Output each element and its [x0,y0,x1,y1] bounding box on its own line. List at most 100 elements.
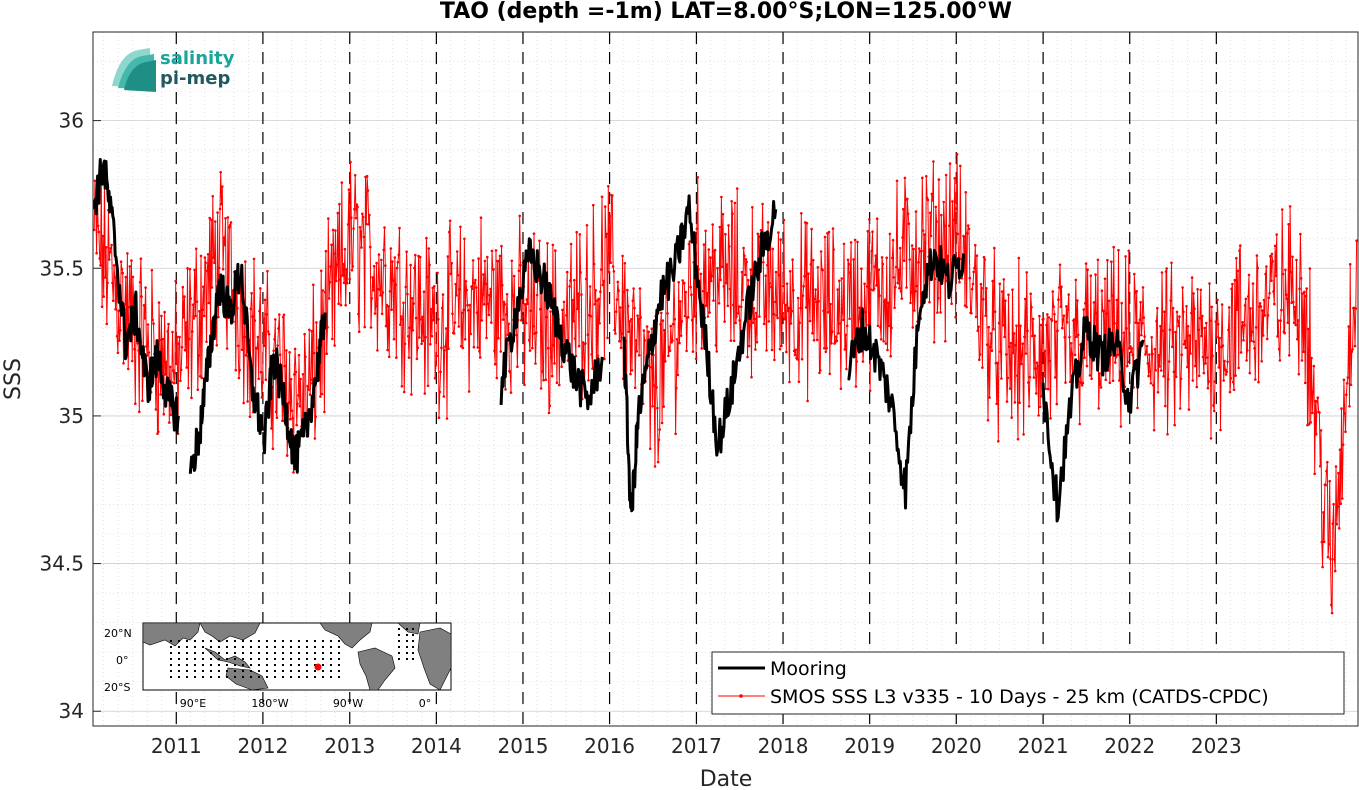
map-dot [398,646,400,648]
smos-point [336,211,340,215]
smos-point [290,409,294,413]
smos-point [355,203,359,206]
smos-point [1226,360,1229,364]
smos-point [1057,298,1060,301]
smos-point [423,392,427,395]
smos-point [157,430,160,434]
map-lat-label-20s: 20°S [104,681,130,694]
smos-point [1018,401,1021,405]
map-dot [330,646,332,648]
smos-point [1210,305,1214,309]
smos-point [1348,405,1351,408]
map-dot [186,640,188,642]
smos-point [756,232,760,236]
smos-point [633,386,637,390]
smos-point [201,308,204,312]
smos-point [632,287,635,290]
smos-point [359,230,363,233]
smos-point [555,381,559,385]
map-dot [234,664,236,666]
smos-point [329,265,333,268]
smos-point [1159,369,1163,372]
smos-point [804,306,808,309]
smos-point [360,246,363,249]
smos-point [212,256,215,259]
map-dot [186,676,188,678]
smos-point [1239,351,1243,354]
map-dot [210,640,212,642]
smos-point [935,220,938,223]
smos-point [463,237,466,241]
smos-point [977,325,980,329]
smos-point [573,337,577,340]
smos-point [130,359,134,363]
smos-point [991,279,994,283]
smos-point [853,238,857,242]
smos-point [1240,325,1244,328]
smos-point [479,216,483,219]
smos-point [381,291,385,294]
smos-point [282,313,286,317]
map-dot [412,634,414,636]
smos-point [213,261,216,265]
smos-point [384,324,388,328]
smos-point [656,406,659,410]
smos-point [546,242,549,245]
smos-point [613,328,616,332]
smos-point [717,302,721,305]
smos-point [259,370,263,374]
smos-point [1036,364,1040,368]
smos-point [264,378,268,382]
smos-point [192,317,196,320]
smos-point [1341,497,1344,500]
smos-point [194,247,198,251]
map-dot [406,652,408,654]
smos-point [1261,334,1265,337]
smos-point [714,344,718,347]
smos-point [466,303,469,307]
smos-point [1191,379,1195,382]
smos-point [775,314,779,317]
smos-point [228,223,232,227]
smos-point [1228,390,1232,394]
smos-point [295,423,299,427]
smos-point [104,276,107,279]
smos-point [1235,256,1238,260]
smos-point [1133,272,1136,276]
smos-point [617,289,620,293]
smos-point [412,302,416,305]
map-lat-label-0: 0° [116,654,129,667]
smos-point [304,355,307,359]
smos-point [1075,335,1078,339]
smos-point [598,322,601,325]
map-dot [322,658,324,660]
smos-point [1294,323,1297,327]
smos-point [829,302,832,306]
smos-point [150,268,154,272]
smos-point [1073,353,1077,357]
smos-point [285,349,288,352]
smos-point [696,176,699,179]
x-tick-label-2012: 2012 [237,734,288,758]
smos-point [1319,429,1323,432]
smos-point [1064,381,1067,384]
smos-point [1262,298,1266,302]
smos-point [1332,502,1335,506]
smos-point [1037,414,1040,417]
smos-point [99,264,102,267]
smos-point [133,347,136,351]
smos-point [1214,320,1218,323]
smos-point [393,256,397,259]
smos-point [1172,370,1176,374]
smos-point [172,381,176,385]
smos-point [1105,312,1108,315]
smos-point [709,256,712,259]
smos-point [558,383,561,387]
smos-point [883,300,886,304]
smos-point [180,345,184,349]
smos-point [441,293,445,296]
smos-point [325,352,329,356]
smos-point [630,318,633,321]
smos-point [306,384,310,388]
legend-label-smos: SMOS SSS L3 v335 - 10 Days - 25 km (CATD… [770,686,1269,708]
